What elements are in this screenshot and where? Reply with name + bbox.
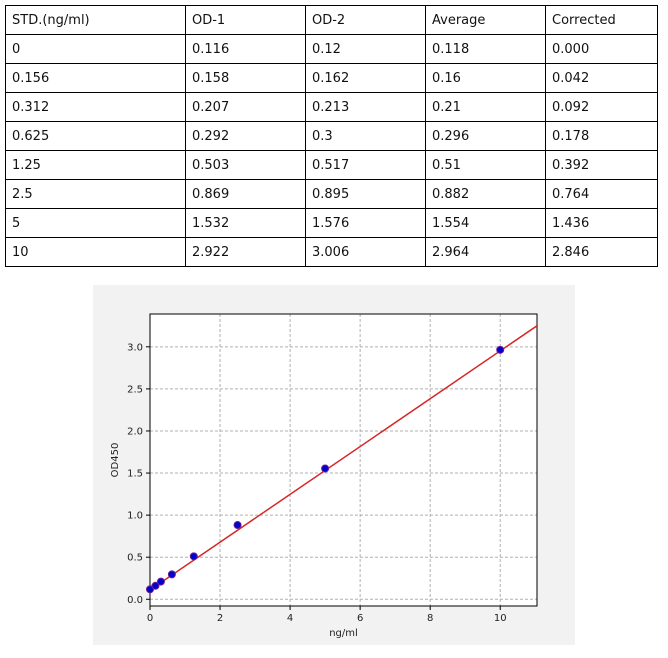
- table-cell: 0.51: [425, 150, 546, 180]
- table-cell: 2.5: [5, 179, 186, 209]
- table-cell: Average: [425, 5, 546, 35]
- table-cell: 0.116: [185, 34, 306, 64]
- table-row: 0.312 0.207 0.213 0.21 0.092: [5, 92, 658, 122]
- data-point: [233, 521, 242, 530]
- y-tick-label: 1.5: [127, 469, 143, 480]
- table-cell: 0.764: [545, 179, 658, 209]
- table-cell: 0.292: [185, 121, 306, 151]
- fit-line: [150, 325, 537, 591]
- table-cell: 0.503: [185, 150, 306, 180]
- table-cell: 0.312: [5, 92, 186, 122]
- table-cell: 2.922: [185, 237, 306, 267]
- data-point: [167, 570, 176, 579]
- table-cell: 2.846: [545, 237, 658, 267]
- data-point: [156, 577, 165, 586]
- y-tick-label: 2.0: [127, 426, 143, 437]
- x-tick-label: 4: [287, 613, 293, 624]
- table-cell: 0.21: [425, 92, 546, 122]
- table-cell: 0.12: [305, 34, 426, 64]
- table-cell: 0.392: [545, 150, 658, 180]
- table-cell: 10: [5, 237, 186, 267]
- table-cell: OD-1: [185, 5, 306, 35]
- y-tick-label: 0.0: [127, 595, 143, 606]
- table-cell: 0.296: [425, 121, 546, 151]
- table-cell: 2.964: [425, 237, 546, 267]
- y-tick-label: 1.0: [127, 511, 143, 522]
- x-tick-label: 0: [147, 613, 153, 624]
- data-point: [189, 552, 198, 561]
- data-point: [496, 345, 505, 354]
- plot-area: [150, 314, 537, 606]
- data-point: [146, 585, 154, 594]
- y-tick-label: 0.5: [127, 553, 143, 564]
- table-cell: 0.16: [425, 63, 546, 93]
- table-cell: 1.576: [305, 208, 426, 238]
- table-cell: STD.(ng/ml): [5, 5, 186, 35]
- x-tick-label: 10: [494, 613, 507, 624]
- data-point: [151, 581, 160, 590]
- plot-frame: [149, 313, 538, 607]
- y-tick-label: 2.5: [127, 384, 143, 395]
- data-table: STD.(ng/ml) OD-1 OD-2 Average Corrected 0 0.11…: [5, 5, 658, 267]
- table-row: STD.(ng/ml) OD-1 OD-2 Average Corrected: [5, 5, 658, 35]
- table-cell: 3.006: [305, 237, 426, 267]
- table-cell: 0.213: [305, 92, 426, 122]
- x-tick-label: 6: [357, 613, 363, 624]
- table-cell: Corrected: [545, 5, 658, 35]
- table-cell: 0.162: [305, 63, 426, 93]
- x-axis-label: ng/ml: [329, 628, 358, 639]
- table-row: 0 0.116 0.12 0.118 0.000: [5, 34, 658, 64]
- y-tick-label: 3.0: [127, 342, 143, 353]
- x-tick-label: 8: [427, 613, 433, 624]
- x-tick-label: 2: [217, 613, 223, 624]
- table-row: 5 1.532 1.576 1.554 1.436: [5, 208, 658, 238]
- y-axis-label: OD450: [110, 443, 121, 478]
- table-cell: 1.436: [545, 208, 658, 238]
- table-row: 10 2.922 3.006 2.964 2.846: [5, 237, 658, 267]
- data-point: [321, 464, 330, 473]
